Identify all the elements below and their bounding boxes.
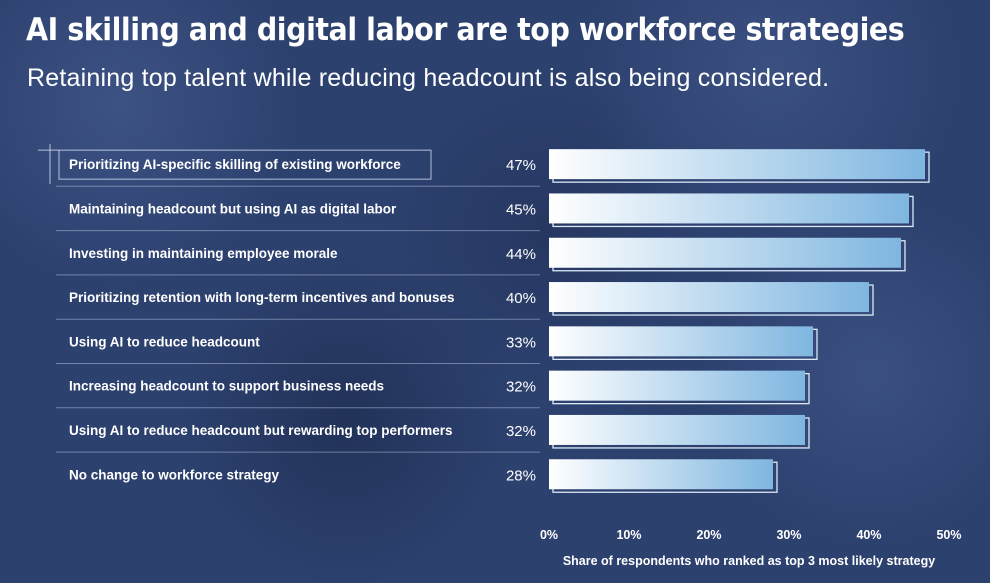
bar <box>549 459 773 490</box>
x-tick-label: 10% <box>616 528 641 542</box>
value-label: 32% <box>506 379 536 396</box>
bar <box>549 282 869 313</box>
value-label: 40% <box>506 290 536 307</box>
category-label: Prioritizing retention with long-term in… <box>69 290 455 305</box>
x-tick-label: 20% <box>696 528 721 542</box>
value-label: 45% <box>506 201 536 218</box>
x-tick-label: 50% <box>936 528 961 542</box>
value-label: 33% <box>506 334 536 351</box>
value-label: 28% <box>506 467 536 484</box>
category-label: Maintaining headcount but using AI as di… <box>69 201 397 216</box>
x-tick-label: 40% <box>856 528 881 542</box>
page-title: AI skilling and digital labor are top wo… <box>26 12 905 48</box>
highlight-frame <box>58 149 432 180</box>
category-label: Investing in maintaining employee morale <box>69 246 338 261</box>
bar <box>549 193 909 224</box>
category-label: Using AI to reduce headcount but rewardi… <box>69 423 453 438</box>
category-label: No change to workforce strategy <box>69 467 280 482</box>
x-axis-title: Share of respondents who ranked as top 3… <box>563 554 935 568</box>
bar <box>549 326 813 357</box>
bar <box>549 149 925 180</box>
bar <box>549 414 805 445</box>
bar <box>549 370 805 401</box>
category-label: Increasing headcount to support business… <box>69 379 384 394</box>
bar <box>549 237 901 268</box>
category-label: Using AI to reduce headcount <box>69 334 260 349</box>
x-tick-label: 0% <box>540 528 558 542</box>
category-label: Prioritizing AI-specific skilling of exi… <box>69 157 401 172</box>
value-label: 32% <box>506 423 536 440</box>
value-label: 47% <box>506 157 536 174</box>
value-label: 44% <box>506 246 536 263</box>
x-tick-label: 30% <box>776 528 801 542</box>
page-subtitle: Retaining top talent while reducing head… <box>27 64 830 92</box>
